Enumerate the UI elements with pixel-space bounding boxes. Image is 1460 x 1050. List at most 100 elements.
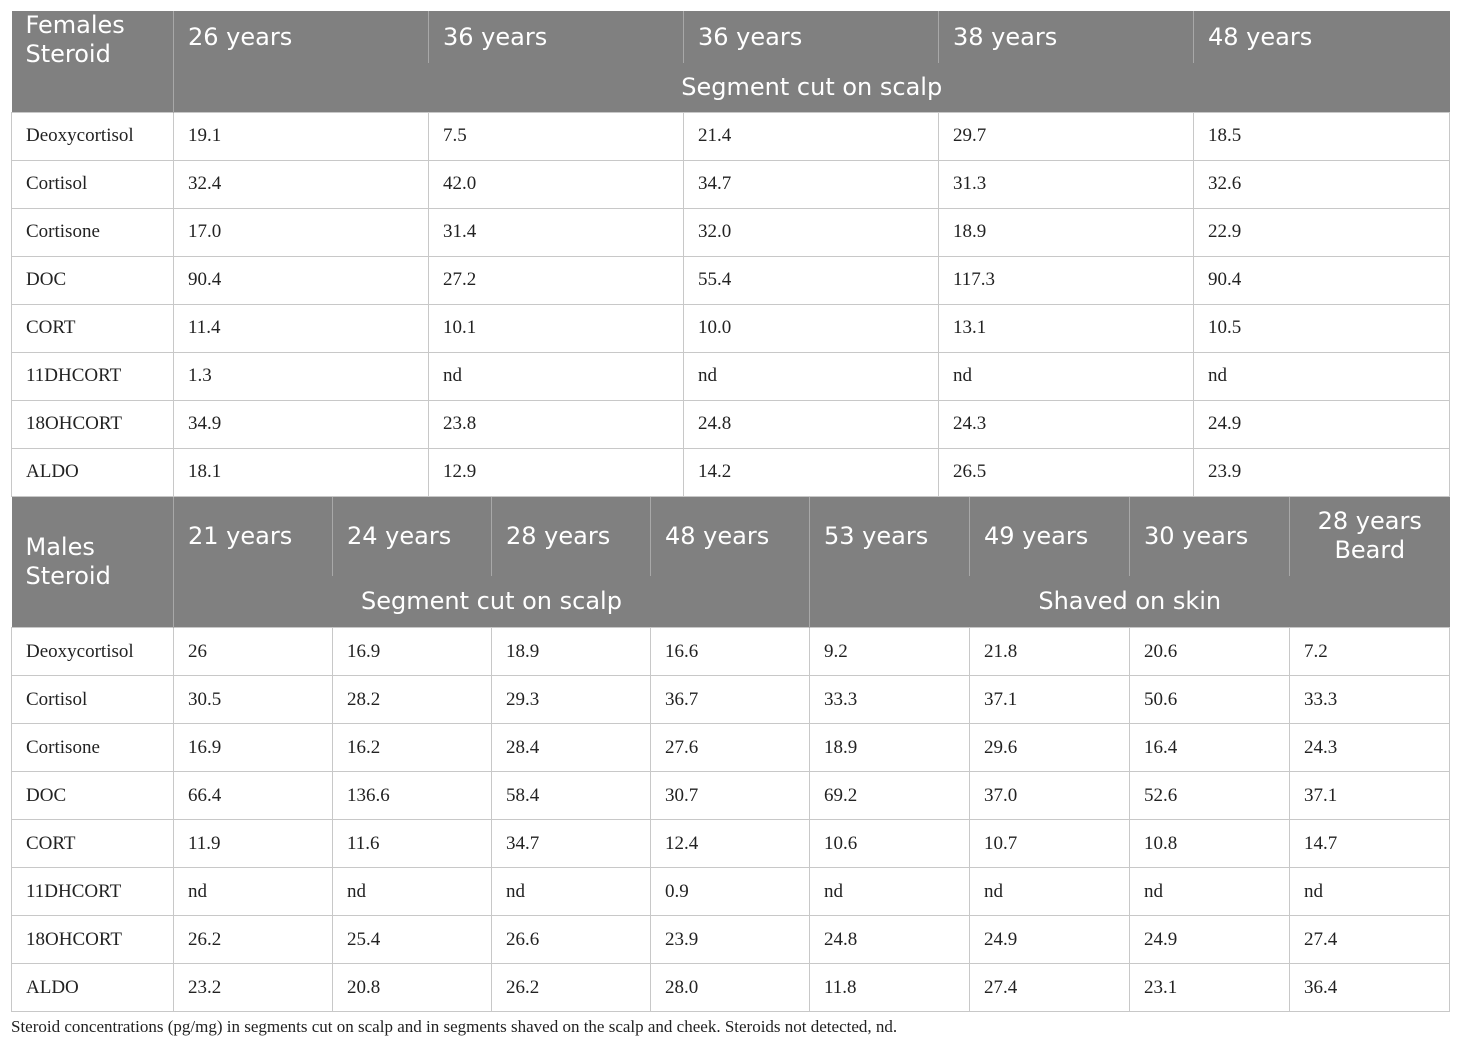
value-cell: 10.5 — [1193, 303, 1450, 353]
value-cell: 12.9 — [428, 447, 684, 497]
females-table: Females Steroid 26 years 36 years 36 yea… — [11, 11, 1450, 497]
steroid-name-cell: Cortisol — [11, 159, 174, 209]
value-cell: 24.9 — [969, 915, 1130, 964]
value-cell: 23.1 — [1129, 963, 1290, 1012]
value-cell: 20.6 — [1129, 627, 1290, 676]
steroid-name-cell: Cortisone — [11, 207, 174, 257]
table-row: CORT 11.9 11.6 34.7 12.4 10.6 10.7 10.8 14.7 — [11, 819, 1450, 868]
value-cell: nd — [1193, 351, 1450, 401]
value-cell: 18.1 — [173, 447, 429, 497]
value-cell: 66.4 — [173, 771, 333, 820]
females-age-header: 36 years — [683, 11, 939, 63]
females-age-header: 38 years — [938, 11, 1194, 63]
table-row: Deoxycortisol 19.1 7.5 21.4 29.7 18.5 — [11, 111, 1450, 161]
value-cell: 24.9 — [1129, 915, 1290, 964]
value-cell: 29.6 — [969, 723, 1130, 772]
value-cell: 117.3 — [938, 255, 1194, 305]
steroid-name-cell: ALDO — [11, 447, 174, 497]
value-cell: 26 — [173, 627, 333, 676]
value-cell: 28.2 — [332, 675, 492, 724]
males-age-header-beard-line1: 28 years — [1317, 507, 1422, 535]
steroid-tables: Females Steroid 26 years 36 years 36 yea… — [11, 11, 1450, 1012]
value-cell: 32.0 — [683, 207, 939, 257]
table-row: DOC 66.4 136.6 58.4 30.7 69.2 37.0 52.6 37.1 — [11, 771, 1450, 820]
steroid-name-cell: ALDO — [11, 963, 174, 1012]
value-cell: 24.3 — [938, 399, 1194, 449]
steroid-name-cell: 18OHCORT — [11, 399, 174, 449]
steroid-name-cell: DOC — [11, 255, 174, 305]
table-row: Cortisone 16.9 16.2 28.4 27.6 18.9 29.6 16.4 24.… — [11, 723, 1450, 772]
value-cell: 23.9 — [650, 915, 810, 964]
value-cell: 33.3 — [809, 675, 970, 724]
value-cell: 9.2 — [809, 627, 970, 676]
table-row: ALDO 18.1 12.9 14.2 26.5 23.9 — [11, 447, 1450, 497]
value-cell: 69.2 — [809, 771, 970, 820]
value-cell: 26.6 — [491, 915, 651, 964]
value-cell: 10.6 — [809, 819, 970, 868]
males-group-header-scalp: Segment cut on scalp — [173, 575, 810, 628]
females-age-header: 36 years — [428, 11, 684, 63]
value-cell: 36.4 — [1289, 963, 1450, 1012]
value-cell: 32.6 — [1193, 159, 1450, 209]
value-cell: 11.4 — [173, 303, 429, 353]
value-cell: 10.8 — [1129, 819, 1290, 868]
value-cell: 14.2 — [683, 447, 939, 497]
steroid-name-cell: Cortisone — [11, 723, 174, 772]
value-cell: 24.8 — [809, 915, 970, 964]
value-cell: nd — [809, 867, 970, 916]
value-cell: 14.7 — [1289, 819, 1450, 868]
value-cell: nd — [428, 351, 684, 401]
value-cell: 37.1 — [969, 675, 1130, 724]
value-cell: 26.5 — [938, 447, 1194, 497]
value-cell: 50.6 — [1129, 675, 1290, 724]
value-cell: 30.5 — [173, 675, 333, 724]
value-cell: nd — [1289, 867, 1450, 916]
value-cell: 52.6 — [1129, 771, 1290, 820]
value-cell: nd — [1129, 867, 1290, 916]
steroid-name-cell: CORT — [11, 303, 174, 353]
value-cell: 23.2 — [173, 963, 333, 1012]
steroid-name-cell: Deoxycortisol — [11, 627, 174, 676]
value-cell: 16.9 — [173, 723, 333, 772]
value-cell: 34.9 — [173, 399, 429, 449]
steroid-name-cell: 11DHCORT — [11, 351, 174, 401]
table-row: 11DHCORT 1.3 nd nd nd nd — [11, 351, 1450, 401]
value-cell: 24.3 — [1289, 723, 1450, 772]
value-cell: 12.4 — [650, 819, 810, 868]
steroid-name-cell: 18OHCORT — [11, 915, 174, 964]
value-cell: 90.4 — [173, 255, 429, 305]
value-cell: 22.9 — [1193, 207, 1450, 257]
value-cell: 37.0 — [969, 771, 1130, 820]
value-cell: nd — [332, 867, 492, 916]
value-cell: 19.1 — [173, 111, 429, 161]
value-cell: 27.6 — [650, 723, 810, 772]
value-cell: 34.7 — [491, 819, 651, 868]
value-cell: 1.3 — [173, 351, 429, 401]
value-cell: nd — [969, 867, 1130, 916]
males-age-header: 28 years — [491, 496, 651, 576]
steroid-name-cell: DOC — [11, 771, 174, 820]
steroid-name-cell: 11DHCORT — [11, 867, 174, 916]
table-row: 11DHCORT nd nd nd 0.9 nd nd nd nd — [11, 867, 1450, 916]
table-row: Cortisone 17.0 31.4 32.0 18.9 22.9 — [11, 207, 1450, 257]
table-row: 18OHCORT 34.9 23.8 24.8 24.3 24.9 — [11, 399, 1450, 449]
value-cell: 17.0 — [173, 207, 429, 257]
value-cell: 31.3 — [938, 159, 1194, 209]
value-cell: 18.5 — [1193, 111, 1450, 161]
males-table-body: Deoxycortisol 26 16.9 18.9 16.6 9.2 21.8 20.6 7.… — [11, 627, 1450, 1012]
value-cell: nd — [173, 867, 333, 916]
value-cell: 136.6 — [332, 771, 492, 820]
males-corner-line1: Males — [25, 532, 95, 561]
females-group-header: Segment cut on scalp — [173, 63, 1450, 112]
table-row: CORT 11.4 10.1 10.0 13.1 10.5 — [11, 303, 1450, 353]
value-cell: 30.7 — [650, 771, 810, 820]
value-cell: 16.9 — [332, 627, 492, 676]
table-caption: Steroid concentrations (pg/mg) in segmen… — [11, 1017, 898, 1036]
value-cell: 21.4 — [683, 111, 939, 161]
value-cell: 16.2 — [332, 723, 492, 772]
value-cell: 11.9 — [173, 819, 333, 868]
value-cell: 20.8 — [332, 963, 492, 1012]
value-cell: 27.4 — [969, 963, 1130, 1012]
value-cell: 10.0 — [683, 303, 939, 353]
table-row: Cortisol 30.5 28.2 29.3 36.7 33.3 37.1 50.6 33.3 — [11, 675, 1450, 724]
